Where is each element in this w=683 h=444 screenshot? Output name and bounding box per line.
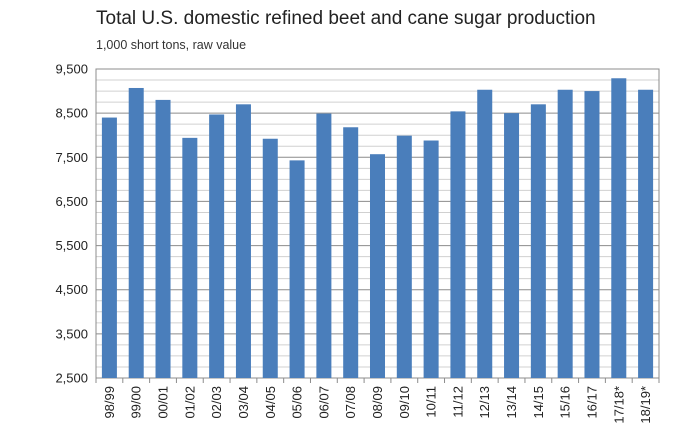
chart-title: Total U.S. domestic refined beet and can… [96, 8, 596, 29]
y-tick-label: 7,500 [55, 150, 88, 165]
chart-subtitle: 1,000 short tons, raw value [96, 38, 247, 52]
y-tick-label: 4,500 [55, 282, 88, 297]
x-tick-label: 18/19* [638, 386, 653, 424]
bar [369, 154, 386, 378]
x-tick-label: 16/17 [584, 386, 599, 419]
x-tick-label: 00/01 [156, 386, 171, 419]
x-tick-label: 98/99 [102, 386, 117, 419]
x-tick-label: 17/18* [611, 386, 626, 424]
bar [477, 89, 493, 379]
y-tick-label: 2,500 [55, 371, 88, 386]
y-tick-label: 3,500 [55, 326, 88, 341]
bar [638, 89, 654, 379]
bar [235, 104, 251, 379]
x-tick-label: 11/12 [450, 386, 465, 418]
bar [450, 111, 466, 379]
x-tick-label: 04/05 [263, 386, 278, 419]
x-tick-label: 13/14 [504, 386, 519, 419]
bar [396, 135, 412, 378]
bar [530, 104, 546, 379]
x-tick-label: 09/10 [397, 386, 412, 419]
bar [128, 87, 144, 378]
bar [182, 137, 198, 378]
bar [289, 160, 305, 378]
bar [423, 140, 439, 378]
bar [262, 138, 278, 378]
x-tick-label: 99/00 [129, 386, 144, 419]
bar [504, 113, 520, 379]
bar [155, 99, 171, 379]
bar [584, 91, 600, 379]
x-tick-label: 14/15 [531, 386, 546, 419]
x-tick-label: 15/16 [558, 386, 573, 419]
x-tick-label: 08/09 [370, 386, 385, 419]
x-tick-label: 07/08 [343, 386, 358, 419]
y-tick-label: 6,500 [55, 194, 88, 209]
bar [101, 117, 117, 379]
bar [557, 89, 573, 379]
bar [209, 114, 225, 379]
y-tick-label: 9,500 [55, 62, 88, 77]
x-tick-label: 02/03 [209, 386, 224, 419]
x-tick-label: 06/07 [316, 386, 331, 419]
y-tick-label: 5,500 [55, 238, 88, 253]
x-tick-label: 10/11 [424, 386, 439, 418]
y-tick-label: 8,500 [55, 106, 88, 121]
bar [343, 127, 359, 378]
bar [611, 78, 627, 379]
x-tick-label: 03/04 [236, 386, 251, 419]
x-tick-label: 01/02 [182, 386, 197, 419]
x-tick-label: 12/13 [477, 386, 492, 419]
x-tick-label: 05/06 [290, 386, 305, 419]
bar [316, 113, 332, 378]
